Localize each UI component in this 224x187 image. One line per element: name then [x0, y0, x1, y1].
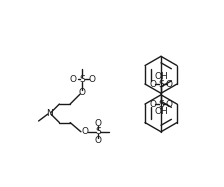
Text: N: N: [46, 109, 53, 118]
Text: OH: OH: [154, 72, 168, 81]
Text: O: O: [88, 75, 95, 84]
Text: S: S: [158, 99, 164, 109]
Text: O: O: [166, 99, 173, 109]
Text: S: S: [80, 75, 85, 84]
Text: O: O: [149, 79, 156, 88]
Text: O: O: [79, 88, 86, 97]
Text: O: O: [70, 75, 77, 84]
Text: O: O: [166, 79, 173, 88]
Text: S: S: [95, 127, 101, 136]
Text: O: O: [81, 127, 88, 136]
Text: O: O: [149, 99, 156, 109]
Text: S: S: [158, 79, 164, 88]
Text: OH: OH: [154, 107, 168, 116]
Text: O: O: [94, 136, 101, 145]
Text: O: O: [94, 119, 101, 128]
